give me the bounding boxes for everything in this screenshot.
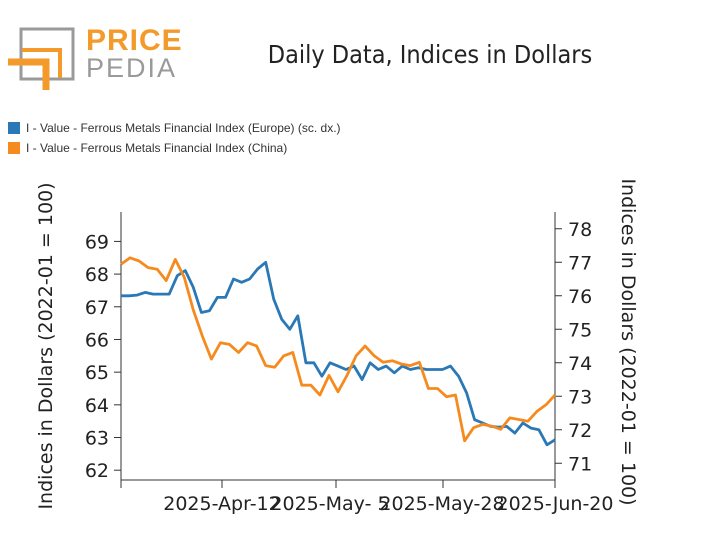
y-left-tick-label: 62: [85, 460, 109, 482]
x-tick-label: 2025-May- 5: [270, 493, 389, 515]
y-left-tick-label: 64: [85, 395, 109, 417]
logo-word-price: PRICE: [86, 24, 183, 57]
logo-word-pedia: PEDIA: [86, 53, 178, 83]
y-left-tick-label: 69: [85, 231, 109, 253]
y-left-tick-label: 68: [85, 264, 109, 286]
chart-legend: I - Value - Ferrous Metals Financial Ind…: [8, 118, 341, 158]
y-right-tick-label: 75: [568, 319, 592, 341]
legend-label-europe: I - Value - Ferrous Metals Financial Ind…: [26, 121, 341, 135]
x-tick-label: 2025-May-28: [379, 493, 504, 515]
y-left-tick-label: 65: [85, 362, 109, 384]
x-tick-label: 2025-Apr-12: [163, 493, 280, 515]
legend-swatch-china: [8, 142, 20, 154]
y-right-tick-label: 74: [568, 353, 592, 375]
legend-swatch-europe: [8, 122, 20, 134]
pricepedia-logo: PRICE PEDIA: [8, 26, 182, 90]
x-tick-label: 2025-Jun-20: [497, 493, 614, 515]
y-right-tick-label: 73: [568, 386, 592, 408]
y-right-axis-title: Indices in Dollars (2022-01 = 100): [617, 178, 639, 505]
legend-item-china[interactable]: I - Value - Ferrous Metals Financial Ind…: [8, 138, 341, 158]
series-line-china: [120, 256, 557, 443]
y-right-tick-label: 71: [568, 453, 592, 475]
y-right-tick-label: 76: [568, 286, 592, 308]
legend-item-europe[interactable]: I - Value - Ferrous Metals Financial Ind…: [8, 118, 341, 138]
y-right-tick-label: 78: [568, 219, 592, 241]
y-left-tick-label: 66: [85, 329, 109, 351]
chart-title: Daily Data, Indices in Dollars: [267, 40, 593, 69]
y-left-axis-title: Indices in Dollars (2022-01 = 100): [35, 182, 57, 509]
series-line-europe: [121, 260, 556, 447]
y-right-tick-label: 77: [568, 252, 592, 274]
y-right-tick-label: 72: [568, 420, 592, 442]
legend-label-china: I - Value - Ferrous Metals Financial Ind…: [26, 141, 288, 155]
y-left-tick-label: 67: [85, 297, 109, 319]
logo-mark-icon: [8, 27, 75, 90]
y-left-tick-label: 63: [85, 428, 109, 450]
